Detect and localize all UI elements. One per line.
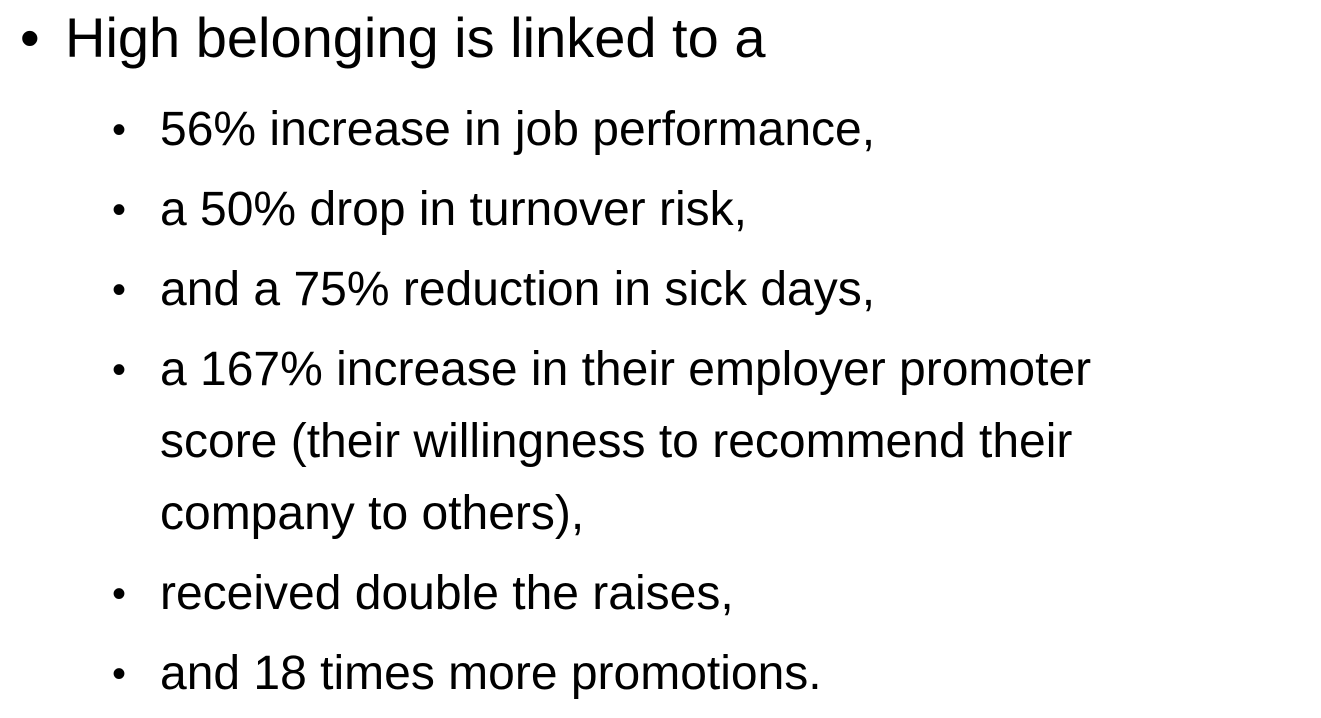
sub-item: • received double the raises, xyxy=(0,558,1321,630)
sub-list: • 56% increase in job performance, • a 50% … xyxy=(0,94,1321,718)
sub-text: score (their willingness to recommend th… xyxy=(160,415,1073,468)
bullet: • xyxy=(20,6,40,69)
sub-text: and 18 times more promotions. xyxy=(160,647,822,700)
sub-item: • and a 75% reduction in sick days, xyxy=(0,254,1321,326)
sub-item: • and 18 times more promotions. xyxy=(0,638,1321,710)
bullet: • xyxy=(112,572,127,616)
sub-item: • a 50% drop in turnover risk, xyxy=(0,174,1321,246)
sub-text: a 50% drop in turnover risk, xyxy=(160,183,747,236)
bullet: • xyxy=(112,188,127,232)
sub-text: company to others), xyxy=(160,487,585,540)
sub-text: received double the raises, xyxy=(160,567,734,620)
sub-item: • a 167% increase in their employer promo… xyxy=(0,334,1321,550)
bullet: • xyxy=(112,268,127,312)
bullet: • xyxy=(112,348,127,392)
bullet: • xyxy=(112,652,127,696)
main-text: High belonging is linked to a xyxy=(65,6,766,69)
sub-text: and a 75% reduction in sick days, xyxy=(160,263,876,316)
bullet: • xyxy=(112,108,127,152)
sub-text: 56% increase in job performance, xyxy=(160,103,876,156)
sub-text: a 167% increase in their employer promot… xyxy=(160,343,1092,396)
sub-item: • 56% increase in job performance, xyxy=(0,94,1321,166)
